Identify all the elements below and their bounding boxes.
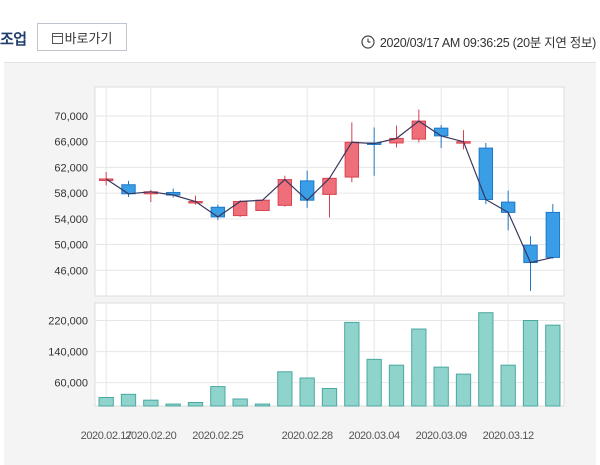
volume-bar — [277, 371, 293, 407]
volume-bar — [388, 364, 405, 407]
candle-body — [322, 177, 337, 195]
volume-bar — [254, 403, 271, 407]
volume-bar — [366, 358, 382, 407]
candle-body — [299, 180, 315, 201]
volume-bar — [210, 386, 226, 407]
volume-bar — [165, 403, 181, 407]
page-title: 조업 — [0, 31, 27, 48]
volume-bar — [187, 402, 204, 407]
price-tick-label: 70,000 — [54, 111, 88, 123]
timestamp-text: 2020/03/17 AM 09:36:25 (20분 지연 정보) — [379, 36, 596, 50]
volume-bar — [433, 366, 449, 407]
window-icon — [51, 32, 63, 44]
date-tick-label: 2020.02.28 — [282, 430, 333, 442]
date-tick-label: 2020.02.25 — [192, 430, 243, 442]
volume-bar — [545, 324, 561, 407]
volume-bar — [98, 396, 114, 407]
volume-bar — [344, 321, 360, 407]
timestamp: 2020/03/17 AM 09:36:25 (20분 지연 정보) — [361, 32, 596, 51]
volume-bar — [500, 364, 516, 407]
candle-body — [545, 211, 561, 258]
candle-body — [121, 184, 136, 195]
volume-bar — [522, 319, 539, 407]
price-tick-label: 58,000 — [54, 188, 88, 200]
shortcut-button[interactable]: 바로가기 — [37, 23, 127, 51]
volume-bar — [232, 398, 248, 407]
price-tick-label: 46,000 — [54, 265, 88, 277]
price-tick-label: 54,000 — [54, 214, 88, 226]
candle-body — [344, 141, 360, 178]
date-tick-label: 2020.02.17 — [81, 430, 132, 442]
candle-body — [232, 200, 248, 217]
shortcut-label: 바로가기 — [64, 30, 113, 46]
volume-bar — [455, 373, 472, 407]
candle-body — [433, 127, 449, 137]
candle-body — [98, 178, 114, 181]
date-tick-label: 2020.02.20 — [125, 430, 176, 442]
price-tick-label: 62,000 — [54, 162, 88, 174]
volume-tick-label: 140,000 — [48, 347, 88, 359]
volume-bar — [143, 399, 159, 407]
date-tick-label: 2020.03.04 — [349, 430, 400, 442]
price-tick-label: 50,000 — [54, 240, 88, 252]
volume-bar — [321, 388, 338, 407]
clock-icon — [361, 34, 375, 49]
volume-bar — [478, 312, 494, 407]
volume-tick-label: 220,000 — [48, 315, 88, 327]
candle-body — [255, 199, 270, 211]
date-tick-label: 2020.03.12 — [483, 430, 534, 442]
volume-bar — [120, 393, 137, 407]
date-tick-label: 2020.03.09 — [416, 430, 467, 442]
candle-body — [210, 206, 226, 218]
candle-body — [500, 201, 516, 213]
volume-tick-label: 60,000 — [54, 378, 88, 390]
candle-body — [523, 244, 538, 264]
volume-bar — [411, 328, 427, 407]
price-tick-label: 66,000 — [54, 137, 88, 149]
stock-chart: 70,000 66,000 62,000 58,000 54,000 50,000 46,0… — [48, 86, 565, 442]
volume-bar — [299, 377, 315, 407]
close-price-line — [105, 120, 553, 264]
page-header: 조업 바로가기 2020/03/17 AM 09:36:25 (20분 지연 정… — [0, 0, 600, 62]
chart-panel: 70,000 66,000 62,000 58,000 54,000 50,000 46,0… — [4, 62, 596, 465]
candle-body — [478, 147, 494, 201]
